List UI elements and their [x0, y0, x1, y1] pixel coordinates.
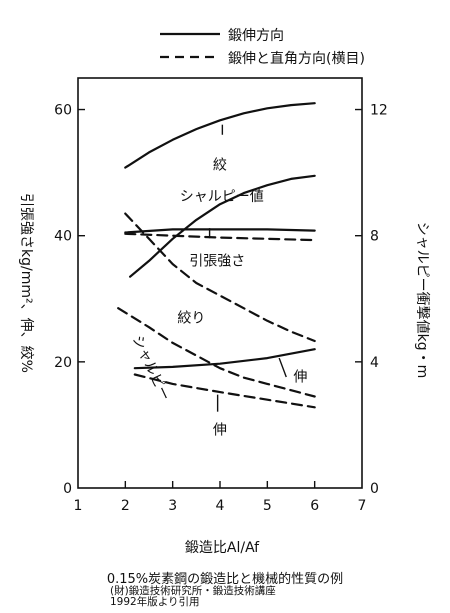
- y-left-tick-label: 40: [54, 229, 72, 245]
- series-annotation: 絞: [213, 157, 227, 173]
- y-right-tick-label: 4: [370, 355, 379, 371]
- figure-source: (財)鍛造技術研究所・鍛造技術講座 1992年版より引用: [110, 586, 276, 608]
- y-right-tick-label: 12: [370, 103, 388, 119]
- series-line-charpy-solid: [129, 174, 316, 278]
- annotation-leader: [278, 357, 287, 378]
- series-line-tensile-solid: [124, 228, 316, 234]
- x-tick-label: 4: [216, 498, 225, 514]
- figure-caption: 0.15%炭素鋼の鍛造比と機械的性質の例: [106, 572, 344, 587]
- x-tick-label: 7: [358, 498, 367, 514]
- x-tick-label: 6: [310, 498, 319, 514]
- series-line-elongation-solid: [133, 348, 316, 370]
- x-tick-label: 3: [168, 498, 177, 514]
- x-axis-label: 鍛造比Al/Af: [185, 540, 260, 556]
- source-line-2: 1992年版より引用: [110, 596, 200, 608]
- y-left-tick-label: 20: [54, 355, 72, 371]
- series-line-area-reduction-solid: [124, 102, 316, 169]
- series-annotation: シャルピー値: [180, 189, 264, 205]
- y-axis-label-right: シャルピー衝撃値kg・m: [414, 222, 430, 379]
- x-tick-label: 2: [121, 498, 130, 514]
- y-axis-label-left: 引張強さkg/mm²、伸、絞%: [18, 193, 34, 373]
- series-line-tensile-dashed: [124, 232, 316, 242]
- series-annotation: 引張強さ: [189, 253, 245, 269]
- x-tick-label: 1: [74, 498, 83, 514]
- x-tick-label: 5: [263, 498, 272, 514]
- series-annotation: 伸: [213, 422, 227, 438]
- series-lines: [117, 102, 316, 409]
- legend-label-solid: 鍛伸方向: [228, 28, 284, 44]
- source-line-1: (財)鍛造技術研究所・鍛造技術講座: [110, 585, 276, 597]
- series-annotation: 伸: [293, 369, 307, 385]
- series-line-area-reduction-dashed: [124, 212, 316, 343]
- legend-label-dashed: 鍛伸と直角方向(横目): [228, 50, 365, 67]
- legend: 鍛伸方向 鍛伸と直角方向(横目): [160, 28, 365, 67]
- y-left-tick-label: 0: [63, 481, 72, 497]
- series-line-charpy-dashed: [117, 307, 316, 398]
- series-annotation: 絞り: [177, 311, 205, 327]
- y-right-tick-label: 0: [370, 481, 379, 497]
- y-right-tick-label: 8: [370, 229, 379, 245]
- y-left-tick-label: 60: [54, 103, 72, 119]
- series-line-elongation-dashed: [133, 373, 316, 409]
